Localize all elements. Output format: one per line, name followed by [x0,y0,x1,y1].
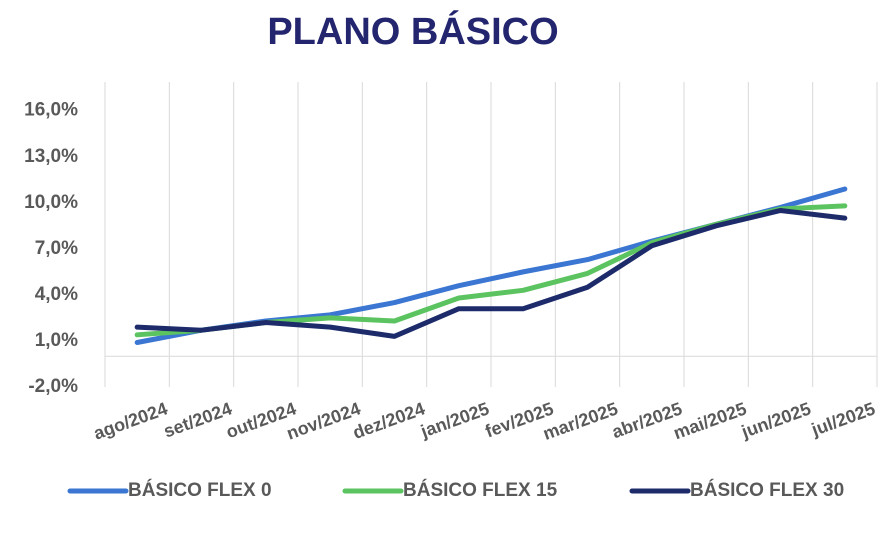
y-tick-label: 1,0% [35,330,78,351]
legend-label: BÁSICO FLEX 30 [690,479,844,501]
chart-title: PLANO BÁSICO [267,9,558,53]
x-tick-label: jul/2025 [808,398,878,440]
y-tick-label: 7,0% [35,238,78,259]
x-tick-label: mar/2025 [540,398,620,443]
y-tick-label: 16,0% [24,100,78,121]
x-tick-label: jan/2025 [417,398,492,441]
x-tick-label: mai/2025 [671,398,749,443]
x-tick-label: set/2024 [161,398,235,441]
series-line [134,207,848,339]
y-tick-label: -2,0% [28,376,78,397]
y-tick-label: 13,0% [24,146,78,167]
x-tick-label: ago/2024 [91,398,170,443]
y-tick-label: 10,0% [24,192,78,213]
legend-label: BÁSICO FLEX 0 [128,479,272,501]
legend-label: BÁSICO FLEX 15 [403,479,558,501]
y-tick-label: 4,0% [35,284,78,305]
x-tick-label: abr/2025 [609,398,684,442]
x-tick-label: nov/2024 [284,398,363,443]
x-tick-label: dez/2024 [350,398,427,442]
x-tick-label: jun/2025 [738,398,813,442]
